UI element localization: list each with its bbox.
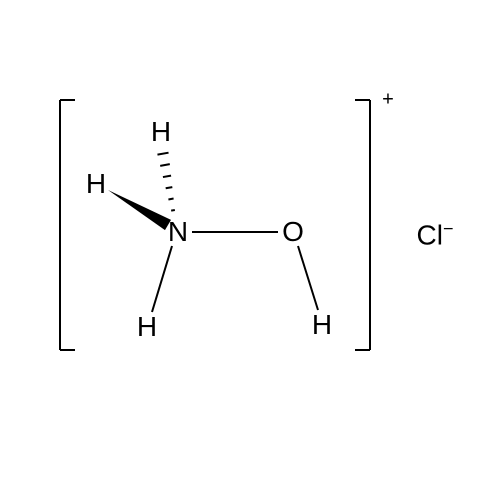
atom-H_top: H bbox=[151, 116, 171, 148]
counterion: Cl− bbox=[417, 218, 454, 251]
atom-H_OH: H bbox=[312, 309, 332, 341]
atom-N: N bbox=[168, 216, 188, 248]
atom-H_bottom: H bbox=[137, 311, 157, 343]
atom-O: O bbox=[282, 216, 304, 248]
cation-charge: + bbox=[382, 89, 394, 112]
atom-H_left: H bbox=[86, 168, 106, 200]
